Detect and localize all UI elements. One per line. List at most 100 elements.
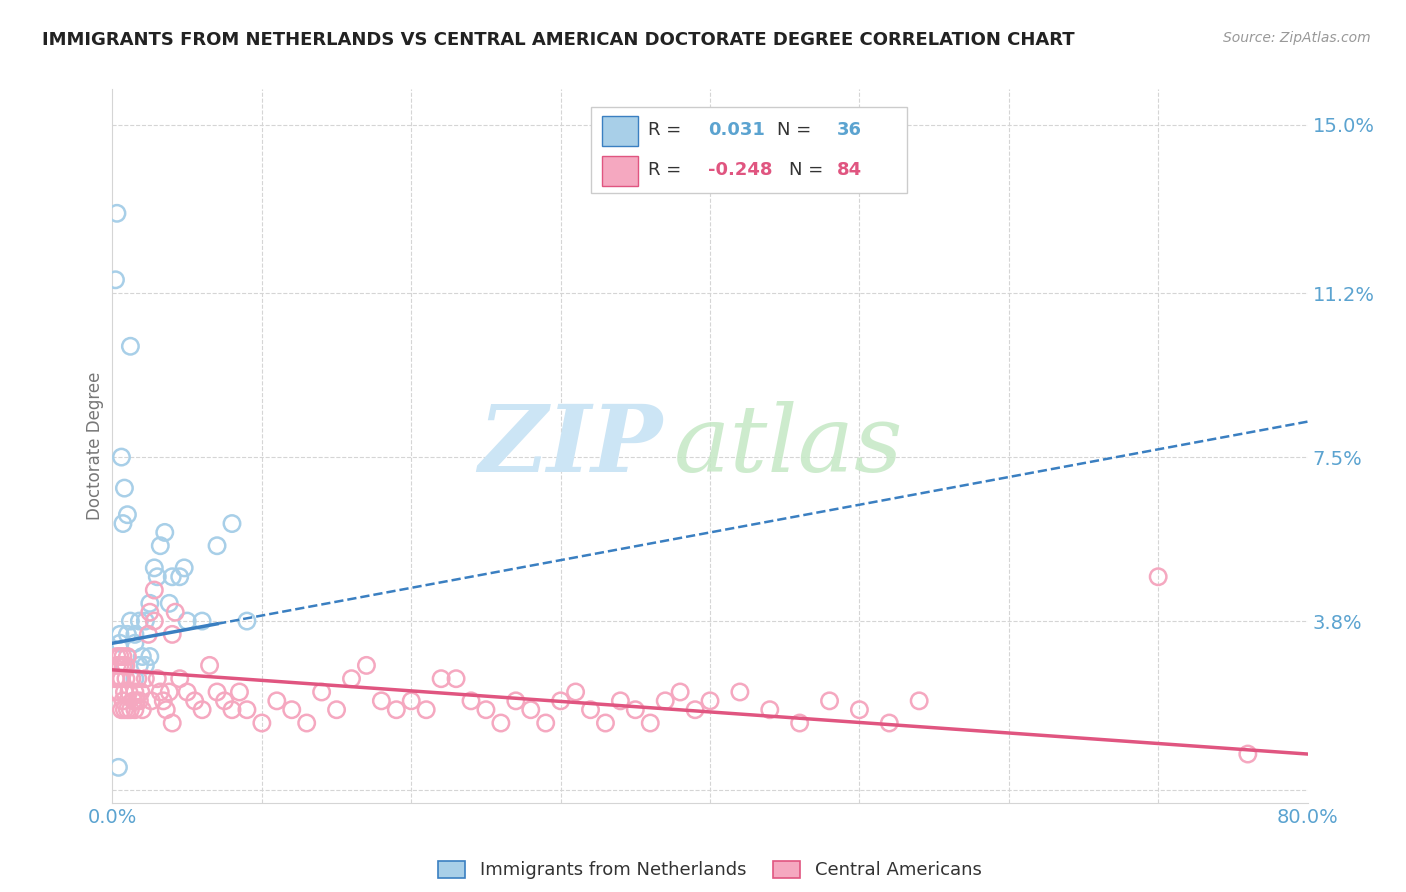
Point bbox=[295, 716, 318, 731]
Text: atlas: atlas bbox=[675, 401, 904, 491]
Point bbox=[325, 703, 347, 717]
Point bbox=[489, 716, 512, 731]
Point bbox=[117, 627, 139, 641]
Point bbox=[205, 539, 228, 553]
Point bbox=[128, 658, 150, 673]
Point bbox=[534, 716, 557, 731]
Point bbox=[221, 703, 243, 717]
Point bbox=[183, 694, 205, 708]
Point bbox=[191, 703, 214, 717]
Point bbox=[114, 481, 135, 495]
Point bbox=[111, 649, 134, 664]
Point bbox=[139, 605, 162, 619]
Point bbox=[124, 627, 146, 641]
Point bbox=[818, 694, 841, 708]
Point bbox=[250, 716, 273, 731]
Point bbox=[128, 614, 150, 628]
Point bbox=[114, 685, 135, 699]
Point bbox=[1147, 570, 1170, 584]
Point bbox=[124, 703, 146, 717]
Point bbox=[157, 685, 180, 699]
Text: 0.031: 0.031 bbox=[707, 121, 765, 139]
Text: 36: 36 bbox=[837, 121, 862, 139]
Point bbox=[236, 703, 259, 717]
Point bbox=[117, 649, 139, 664]
Point bbox=[124, 672, 146, 686]
Point bbox=[124, 636, 146, 650]
Y-axis label: Doctorate Degree: Doctorate Degree bbox=[86, 372, 104, 520]
Text: R =: R = bbox=[648, 161, 688, 178]
Point bbox=[108, 672, 131, 686]
Point bbox=[191, 614, 214, 628]
Point bbox=[105, 206, 128, 220]
Point bbox=[110, 703, 132, 717]
Point bbox=[728, 685, 751, 699]
Point bbox=[149, 685, 172, 699]
Point bbox=[401, 694, 423, 708]
Point bbox=[103, 685, 125, 699]
Point bbox=[877, 716, 901, 731]
Point bbox=[311, 685, 333, 699]
Point bbox=[128, 694, 150, 708]
Point bbox=[169, 672, 191, 686]
Point bbox=[624, 703, 647, 717]
Point bbox=[108, 627, 131, 641]
Point bbox=[105, 649, 128, 664]
Point bbox=[139, 649, 162, 664]
Text: R =: R = bbox=[648, 121, 688, 139]
Point bbox=[198, 658, 221, 673]
Point bbox=[115, 658, 138, 673]
Point bbox=[505, 694, 527, 708]
Point bbox=[165, 605, 187, 619]
Text: Source: ZipAtlas.com: Source: ZipAtlas.com bbox=[1223, 31, 1371, 45]
Point bbox=[176, 614, 198, 628]
Point bbox=[143, 582, 166, 597]
Text: N =: N = bbox=[789, 161, 830, 178]
Text: IMMIGRANTS FROM NETHERLANDS VS CENTRAL AMERICAN DOCTORATE DEGREE CORRELATION CHA: IMMIGRANTS FROM NETHERLANDS VS CENTRAL A… bbox=[42, 31, 1074, 49]
Point bbox=[131, 703, 153, 717]
Point bbox=[111, 516, 134, 531]
Point bbox=[134, 672, 156, 686]
Text: -0.248: -0.248 bbox=[707, 161, 772, 178]
Point bbox=[908, 694, 931, 708]
Point bbox=[107, 685, 129, 699]
Point bbox=[117, 508, 139, 522]
Point bbox=[127, 672, 149, 686]
Point bbox=[118, 685, 141, 699]
Point bbox=[138, 627, 160, 641]
Point bbox=[155, 703, 177, 717]
Point bbox=[146, 672, 169, 686]
Point bbox=[430, 672, 453, 686]
Point bbox=[460, 694, 482, 708]
Point bbox=[129, 685, 152, 699]
Point bbox=[122, 694, 145, 708]
Point bbox=[105, 658, 128, 673]
Point bbox=[149, 539, 172, 553]
Point bbox=[141, 694, 163, 708]
Point bbox=[104, 672, 127, 686]
Point bbox=[162, 627, 183, 641]
Point bbox=[134, 658, 156, 673]
Point bbox=[143, 614, 166, 628]
Point bbox=[124, 685, 146, 699]
Point bbox=[143, 561, 166, 575]
Point bbox=[176, 685, 198, 699]
Point bbox=[115, 672, 138, 686]
Point bbox=[157, 596, 180, 610]
FancyBboxPatch shape bbox=[591, 107, 907, 193]
Point bbox=[699, 694, 721, 708]
Point bbox=[579, 703, 602, 717]
Point bbox=[162, 716, 183, 731]
Point bbox=[121, 672, 143, 686]
Point bbox=[214, 694, 236, 708]
Point bbox=[117, 703, 139, 717]
Point bbox=[340, 672, 363, 686]
Text: N =: N = bbox=[778, 121, 817, 139]
Point bbox=[108, 649, 131, 664]
Point bbox=[654, 694, 676, 708]
Point bbox=[520, 703, 543, 717]
Point bbox=[153, 525, 176, 540]
Point bbox=[108, 636, 131, 650]
Point bbox=[205, 685, 228, 699]
Point bbox=[120, 703, 142, 717]
